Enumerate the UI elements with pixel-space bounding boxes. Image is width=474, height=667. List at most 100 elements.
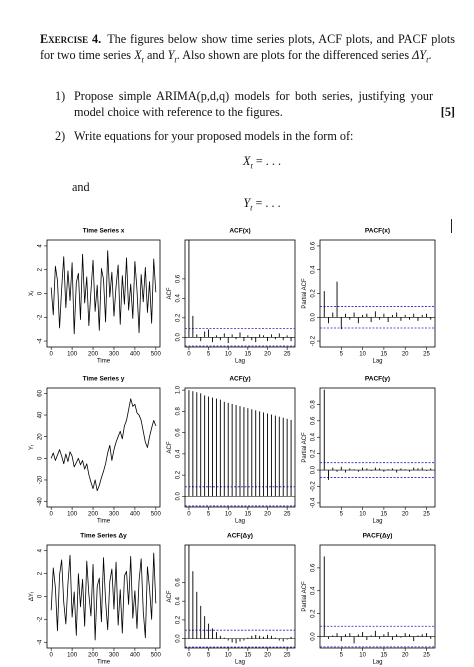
y-tick-label: 0 (38, 456, 44, 460)
y-axis-label-text: Y (29, 446, 35, 450)
margin-bar (451, 219, 452, 233)
y-axis-label-subscript: t (30, 290, 35, 292)
x-tick-label: 300 (109, 653, 120, 659)
y-tick-label: 0.6 (311, 563, 317, 572)
x-tick-label: 0 (50, 653, 54, 659)
intro: Exercise 4. The figures below show time s… (40, 31, 455, 67)
x-tick-label: 300 (109, 512, 120, 518)
x-tick-label: 5 (207, 352, 211, 358)
item-label: 1) (55, 89, 66, 103)
x-tick-label: 400 (130, 352, 141, 358)
chart-title: ACF(y) (229, 376, 250, 383)
intro-symbol: Y (167, 48, 175, 62)
x-tick-label: 20 (402, 653, 409, 659)
item-text: Write equations for your proposed models… (74, 129, 354, 143)
y-tick-label: 0.4 (176, 596, 182, 605)
y-tick-label: 2 (38, 267, 44, 271)
chart-title: Time Series x (83, 228, 125, 235)
y-tick-label: 0.4 (311, 586, 317, 595)
y-tick-label: 4 (38, 244, 44, 248)
y-tick-label: 40 (38, 411, 44, 418)
x-tick-label: 10 (225, 653, 232, 659)
x-tick-label: 5 (207, 512, 211, 518)
x-axis-label: Lag (372, 519, 382, 525)
y-tick-label: 0.6 (176, 428, 182, 437)
x-tick-label: 15 (245, 653, 252, 659)
intro-subscript: t (141, 54, 144, 65)
connector: and (72, 180, 90, 194)
equation-rhs: = . . . (255, 154, 282, 168)
x-axis-label: Lag (235, 660, 245, 666)
x-tick-label: 10 (359, 653, 366, 659)
y-axis-label: Partial ACF (302, 432, 308, 463)
y-tick-label: -4 (38, 639, 44, 645)
y-tick-label: 0.0 (176, 492, 182, 501)
equation-subscript: t (250, 160, 253, 171)
y-axis-label-subscript: t (30, 591, 35, 593)
series-line (50, 398, 157, 492)
chart-title: Time Series y (83, 376, 125, 383)
x-tick-label: 200 (88, 653, 99, 659)
x-tick-label: 500 (151, 512, 162, 518)
y-tick-label: 0.6 (311, 416, 317, 425)
y-axis-label: ACF (167, 441, 173, 453)
x-tick-label: 500 (151, 653, 162, 659)
chart-title: ACF(Δy) (227, 533, 253, 540)
y-tick-label: -2 (38, 616, 44, 622)
y-axis-label-text: Partial ACF (302, 581, 308, 612)
plot-frame (46, 387, 161, 508)
x-tick-label: 15 (381, 512, 388, 518)
y-tick-label: 0.4 (176, 294, 182, 303)
x-tick-label: 0 (50, 352, 54, 358)
x-tick-label: 15 (381, 653, 388, 659)
y-tick-label: 4 (38, 548, 44, 552)
y-tick-label: 0.0 (311, 312, 317, 321)
x-tick-label: 0 (187, 512, 191, 518)
x-tick-label: 300 (109, 352, 120, 358)
question-item: 1) Propose simple ARIMA(p,d,q) models fo… (55, 88, 455, 120)
equation-lhs: X (242, 154, 251, 168)
y-axis-label: Partial ACF (302, 581, 308, 612)
x-tick-label: 5 (340, 512, 344, 518)
equation: Yt = . . . (200, 196, 324, 212)
plot-frame (184, 544, 296, 649)
plot-frame (184, 239, 296, 348)
y-tick-label: 0.2 (176, 470, 182, 479)
plot-frame (46, 239, 161, 348)
x-axis-label: Lag (235, 359, 245, 365)
x-tick-label: 0 (187, 653, 191, 659)
x-axis-label: Lag (235, 519, 245, 525)
x-axis-label: Lag (372, 660, 382, 666)
y-axis-label: Yt (29, 444, 35, 450)
y-tick-label: 0.2 (176, 615, 182, 624)
y-tick-label: 0.6 (176, 578, 182, 587)
intro-subscript: t (174, 54, 177, 65)
x-tick-label: 0 (50, 512, 54, 518)
y-tick-label: -4 (38, 338, 44, 344)
x-tick-label: 0 (187, 352, 191, 358)
y-tick-label: 0.2 (176, 313, 182, 322)
x-tick-label: 20 (264, 512, 271, 518)
equation: Xt = . . . (200, 154, 324, 170)
plot-frame (319, 544, 436, 649)
x-axis-label: Time (97, 359, 111, 365)
item-marks: [5] (440, 105, 455, 119)
x-tick-label: 25 (423, 512, 430, 518)
x-tick-label: 20 (264, 352, 271, 358)
x-tick-label: 20 (402, 352, 409, 358)
y-tick-label: 0.4 (311, 432, 317, 441)
item-text: Propose simple ARIMA(p,d,q) models for b… (74, 89, 433, 119)
y-tick-label: 0.0 (311, 632, 317, 641)
y-tick-label: 0.2 (311, 289, 317, 298)
x-tick-label: 100 (67, 512, 78, 518)
y-axis-label: ACF (167, 590, 173, 602)
x-tick-label: 20 (264, 653, 271, 659)
x-tick-label: 400 (130, 653, 141, 659)
y-tick-label: -40 (38, 497, 44, 506)
chart-title: Time Series Δy (80, 533, 127, 540)
y-tick-label: -0.2 (311, 335, 317, 346)
y-axis-label-text: Partial ACF (302, 432, 308, 463)
x-tick-label: 20 (402, 512, 409, 518)
x-tick-label: 500 (151, 352, 162, 358)
